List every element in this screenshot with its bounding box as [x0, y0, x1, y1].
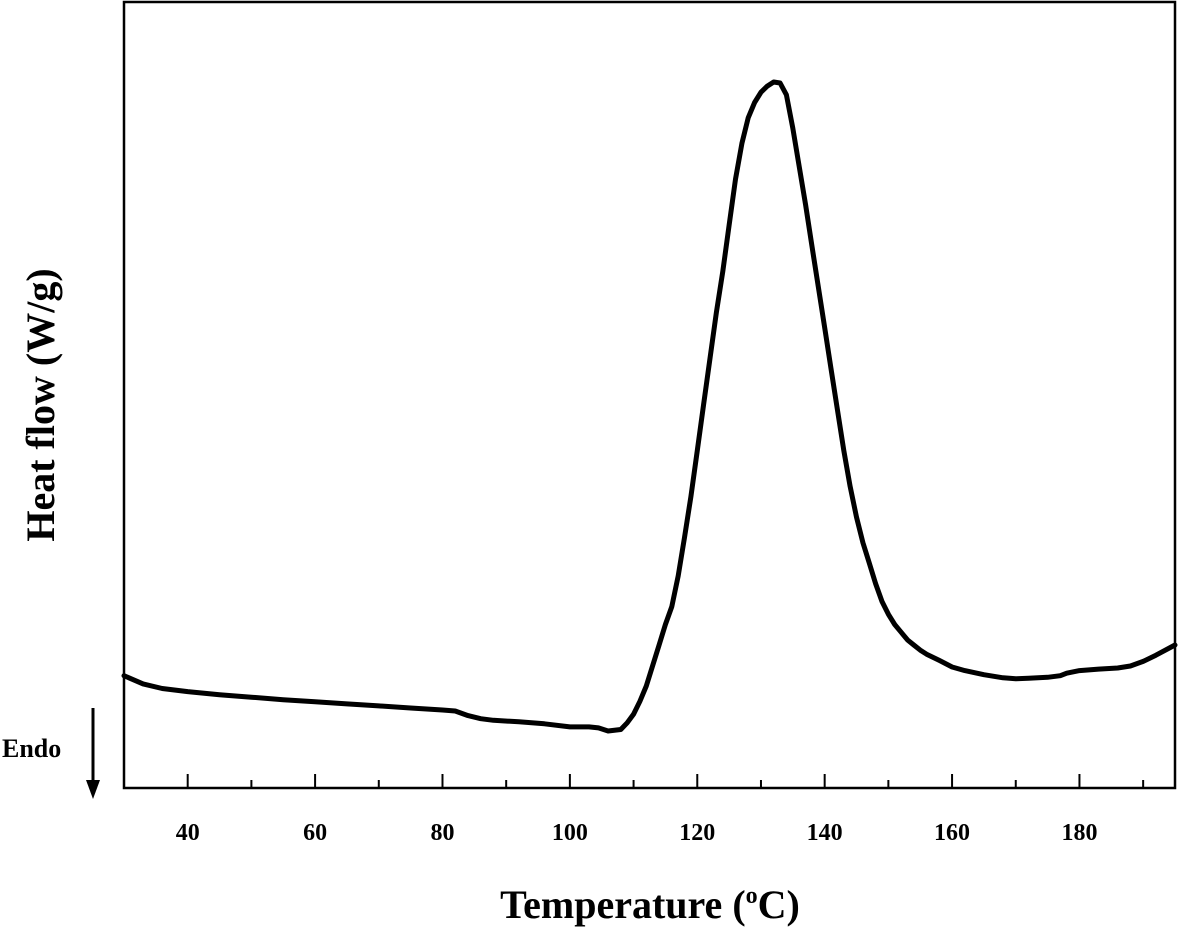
x-tick-label: 180	[1061, 820, 1097, 846]
x-tick-label: 40	[176, 820, 200, 846]
x-tick-label: 100	[552, 820, 588, 846]
x-axis-title-degree-sup: o	[746, 883, 758, 909]
x-tick-label: 120	[679, 820, 715, 846]
endo-arrow-icon	[86, 708, 100, 799]
x-axis-title-unit: C)	[758, 882, 800, 927]
x-axis-tick-labels: 40 60 80 100 120 140 160 180	[176, 820, 1098, 846]
x-axis-title: Temperature (oC)	[500, 882, 800, 927]
plot-frame	[122, 0, 1177, 790]
y-axis-title: Heat flow (W/g)	[18, 268, 63, 541]
heat-flow-curve	[121, 79, 1178, 734]
x-tick-label: 160	[934, 820, 970, 846]
endo-annotation-label: Endo	[2, 734, 61, 763]
x-tick-label: 80	[430, 820, 454, 846]
x-axis-title-main: Temperature (	[500, 882, 746, 927]
x-tick-label: 60	[303, 820, 327, 846]
x-tick-label: 140	[807, 820, 843, 846]
x-axis-ticks	[123, 774, 1145, 788]
